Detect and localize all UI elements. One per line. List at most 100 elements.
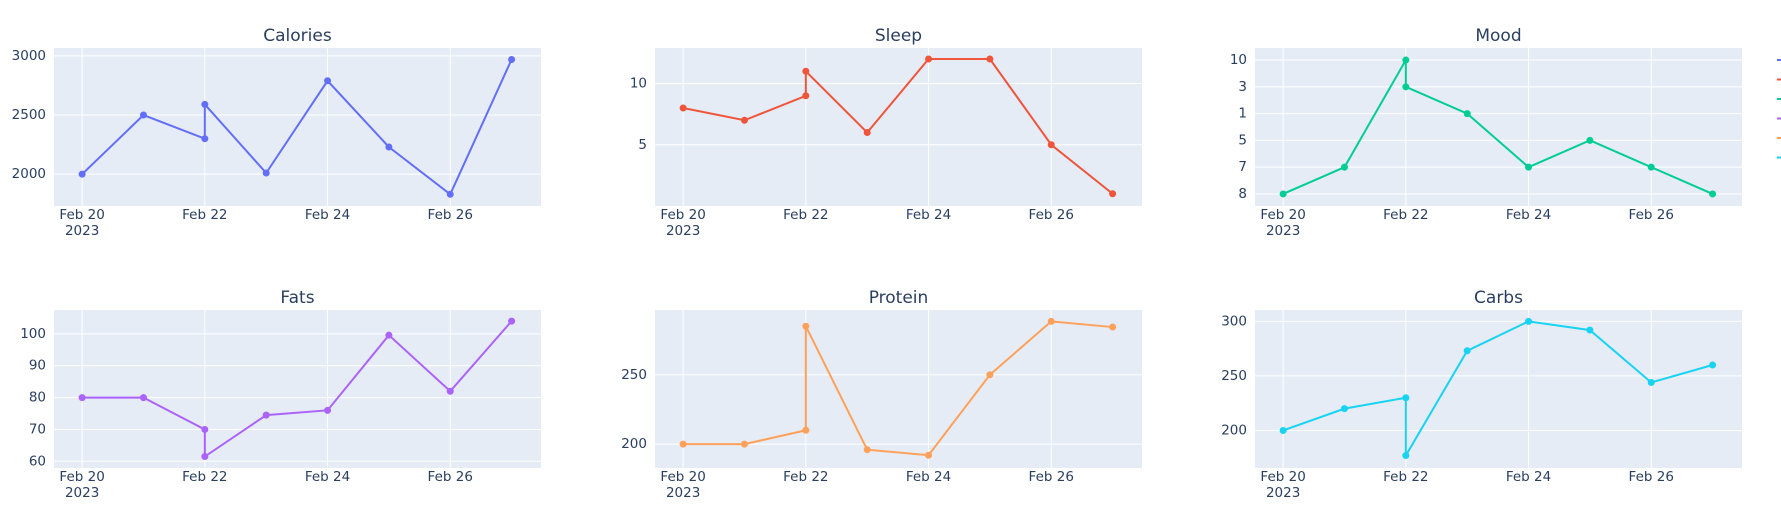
- x-tick-label: Feb 24: [906, 469, 951, 485]
- marker: [1586, 326, 1594, 334]
- marker: [1709, 190, 1717, 198]
- x-tick-label: Feb 24: [1506, 207, 1551, 223]
- marker: [201, 135, 209, 143]
- y-tick-label: 90: [29, 358, 46, 374]
- x-tick-label: Feb 22: [783, 469, 828, 485]
- x-year-label: 2023: [666, 223, 700, 239]
- marker: [863, 446, 871, 454]
- marker: [986, 55, 994, 63]
- y-tick-label: 80: [29, 390, 46, 406]
- y-tick-label: 1: [1238, 106, 1247, 122]
- chart-title: Mood: [1475, 26, 1521, 46]
- y-tick-label: 2500: [12, 107, 46, 123]
- y-tick-label: 60: [29, 453, 46, 469]
- x-year-label: 2023: [65, 485, 99, 501]
- marker: [1047, 141, 1055, 149]
- x-tick-label: Feb 22: [783, 207, 828, 223]
- marker: [1279, 426, 1287, 434]
- plot-background: [655, 48, 1142, 206]
- plot-background: [1255, 48, 1742, 206]
- x-year-label: 2023: [65, 223, 99, 239]
- y-tick-label: 3000: [12, 48, 46, 64]
- x-tick-label: Feb 26: [1629, 469, 1674, 485]
- x-tick-label: Feb 20: [660, 207, 705, 223]
- x-tick-label: Feb 24: [1506, 469, 1551, 485]
- chart-title: Calories: [263, 26, 332, 46]
- x-tick-label: Feb 20: [1260, 469, 1305, 485]
- y-tick-label: 2000: [12, 166, 46, 182]
- plot-background: [1255, 310, 1742, 468]
- x-tick-label: Feb 22: [1383, 207, 1428, 223]
- marker: [1109, 190, 1117, 198]
- marker: [1402, 452, 1410, 460]
- x-year-label: 2023: [1266, 223, 1300, 239]
- marker: [139, 394, 147, 402]
- marker: [324, 77, 332, 85]
- marker: [1463, 347, 1471, 355]
- marker: [201, 453, 209, 461]
- marker: [1402, 56, 1410, 64]
- marker: [802, 67, 810, 75]
- x-tick-label: Feb 24: [305, 207, 350, 223]
- marker: [1647, 163, 1655, 171]
- marker: [1586, 136, 1594, 144]
- marker: [446, 190, 454, 198]
- marker: [324, 406, 332, 414]
- marker: [986, 371, 994, 379]
- y-tick-label: 100: [20, 326, 46, 342]
- marker: [385, 143, 393, 151]
- x-tick-label: Feb 20: [660, 469, 705, 485]
- marker: [1647, 378, 1655, 386]
- plot-background: [54, 310, 541, 468]
- y-tick-label: 250: [621, 367, 647, 383]
- marker: [1340, 405, 1348, 413]
- marker: [1709, 361, 1717, 369]
- marker: [201, 425, 209, 433]
- marker: [802, 426, 810, 434]
- x-tick-label: Feb 26: [1029, 469, 1074, 485]
- chart-title: Fats: [280, 288, 314, 308]
- y-tick-label: 8: [1238, 186, 1247, 202]
- marker: [139, 111, 147, 119]
- marker: [1402, 394, 1410, 402]
- marker: [1279, 190, 1287, 198]
- x-tick-label: Feb 22: [1383, 469, 1428, 485]
- y-tick-label: 5: [638, 137, 647, 153]
- x-tick-label: Feb 26: [428, 207, 473, 223]
- plot-background: [655, 310, 1142, 468]
- marker: [679, 104, 687, 112]
- marker: [446, 387, 454, 395]
- y-tick-label: 10: [1230, 52, 1247, 68]
- x-tick-label: Feb 26: [1029, 207, 1074, 223]
- marker: [740, 116, 748, 124]
- marker: [1525, 317, 1533, 325]
- marker: [1525, 163, 1533, 171]
- marker: [262, 411, 270, 419]
- x-year-label: 2023: [1266, 485, 1300, 501]
- chart-title: Protein: [869, 288, 929, 308]
- y-tick-label: 5: [1238, 132, 1247, 148]
- marker: [925, 55, 933, 63]
- x-tick-label: Feb 20: [59, 207, 104, 223]
- y-tick-label: 3: [1238, 79, 1247, 95]
- marker: [1340, 163, 1348, 171]
- marker: [1109, 323, 1117, 331]
- x-year-label: 2023: [666, 485, 700, 501]
- marker: [925, 451, 933, 459]
- y-tick-label: 250: [1221, 368, 1247, 384]
- y-tick-label: 7: [1238, 159, 1247, 175]
- marker: [201, 100, 209, 108]
- y-tick-label: 200: [1221, 422, 1247, 438]
- marker: [679, 440, 687, 448]
- marker: [1402, 83, 1410, 91]
- x-tick-label: Feb 24: [906, 207, 951, 223]
- marker: [385, 331, 393, 339]
- marker: [78, 170, 86, 178]
- x-tick-label: Feb 24: [305, 469, 350, 485]
- chart-title: Sleep: [875, 26, 922, 46]
- y-tick-label: 200: [621, 436, 647, 452]
- marker: [863, 129, 871, 137]
- marker: [78, 394, 86, 402]
- chart-title: Carbs: [1474, 288, 1523, 308]
